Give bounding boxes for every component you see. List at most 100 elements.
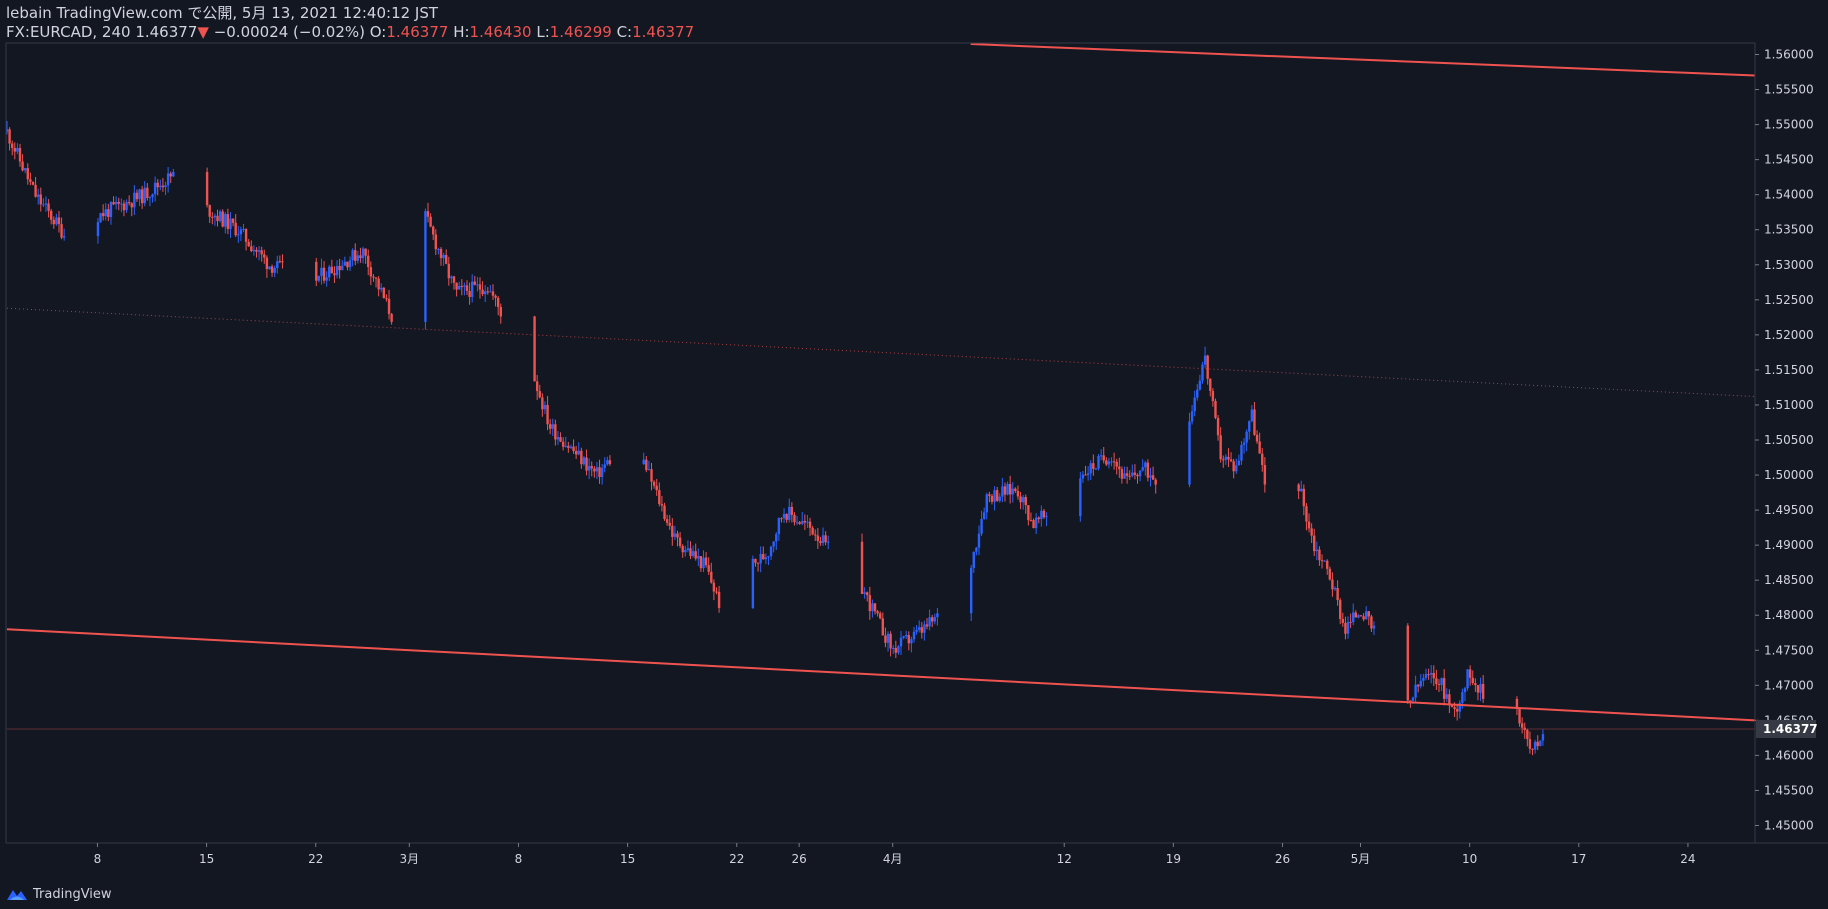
candle-down bbox=[1232, 461, 1235, 472]
candle-up bbox=[1141, 467, 1144, 471]
candle-down bbox=[780, 518, 783, 520]
candle-down bbox=[866, 592, 869, 596]
x-tick-label: 8 bbox=[515, 852, 523, 866]
candle-down bbox=[1450, 704, 1454, 708]
candle-up bbox=[1300, 488, 1303, 492]
candle-up bbox=[595, 467, 599, 472]
candle-down bbox=[548, 424, 552, 429]
candle-up bbox=[928, 617, 931, 627]
low-value: 1.46299 bbox=[549, 23, 612, 41]
candle-up bbox=[1533, 741, 1537, 750]
candle-up bbox=[910, 639, 913, 644]
candle-up bbox=[1357, 615, 1360, 618]
candle-up bbox=[96, 222, 100, 237]
candle-up bbox=[697, 556, 700, 559]
candle-up bbox=[1021, 497, 1025, 503]
candle-down bbox=[270, 266, 274, 273]
candle-down bbox=[860, 541, 864, 594]
last-price-value: 1.46377 bbox=[135, 23, 198, 41]
candle-down bbox=[468, 290, 471, 297]
high-label: H: bbox=[453, 23, 470, 41]
candle-down bbox=[608, 460, 612, 465]
candle-down bbox=[1341, 618, 1345, 623]
candle-up bbox=[1352, 612, 1355, 623]
y-tick-label: 1.54000 bbox=[1764, 188, 1814, 202]
x-tick-label: 26 bbox=[791, 852, 806, 866]
candle-down bbox=[1222, 459, 1225, 461]
candle-down bbox=[1526, 729, 1529, 740]
candle-down bbox=[21, 161, 24, 171]
candle-down bbox=[824, 535, 827, 543]
candle-down bbox=[250, 246, 253, 252]
candle-down bbox=[1518, 707, 1521, 724]
candle-up bbox=[564, 445, 567, 447]
candle-down bbox=[756, 562, 760, 564]
candle-up bbox=[902, 636, 905, 638]
candle-up bbox=[587, 466, 591, 471]
candle-down bbox=[819, 540, 822, 544]
candle-down bbox=[1042, 510, 1046, 518]
candle-down bbox=[372, 276, 375, 278]
candle-down bbox=[244, 229, 248, 242]
middle-channel-trendline bbox=[6, 307, 1756, 398]
candle-up bbox=[702, 557, 705, 569]
candle-down bbox=[1253, 409, 1256, 435]
candle-down bbox=[889, 633, 892, 649]
candle-down bbox=[879, 613, 882, 619]
candle-up bbox=[801, 521, 804, 524]
tradingview-branding[interactable]: TradingView bbox=[6, 885, 112, 903]
candle-up bbox=[982, 512, 986, 519]
candle-up bbox=[1240, 444, 1243, 461]
candle-down bbox=[715, 591, 718, 593]
candle-up bbox=[239, 229, 243, 235]
low-label: L: bbox=[536, 23, 550, 41]
candle-up bbox=[777, 518, 781, 535]
candle-up bbox=[317, 275, 321, 281]
candle-down bbox=[665, 519, 669, 523]
candle-down bbox=[146, 187, 149, 198]
candle-down bbox=[346, 261, 349, 268]
candle-down bbox=[26, 168, 29, 180]
candle-down bbox=[122, 203, 126, 211]
candle-down bbox=[322, 267, 326, 281]
candle-up bbox=[905, 635, 908, 637]
candle-up bbox=[1034, 517, 1038, 529]
candle-down bbox=[1029, 520, 1033, 522]
candle-down bbox=[478, 284, 482, 290]
last-price-label: 1.46377 bbox=[1763, 722, 1818, 736]
candle-up bbox=[172, 172, 175, 177]
candle-down bbox=[265, 257, 269, 270]
candle-down bbox=[1318, 549, 1321, 561]
symbol-label[interactable]: FX:EURCAD, 240 bbox=[6, 23, 131, 41]
candle-down bbox=[1310, 528, 1313, 536]
candle-down bbox=[60, 224, 63, 238]
candle-up bbox=[489, 291, 492, 293]
candle-up bbox=[348, 260, 352, 268]
x-tick-label: 10 bbox=[1462, 852, 1477, 866]
candle-up bbox=[886, 633, 890, 643]
candle-up bbox=[759, 553, 762, 564]
candle-up bbox=[151, 194, 154, 198]
candle-up bbox=[458, 285, 461, 290]
candle-up bbox=[1365, 611, 1368, 620]
candle-up bbox=[273, 268, 276, 273]
candle-down bbox=[1136, 474, 1139, 477]
candle-up bbox=[351, 250, 354, 261]
change-value: −0.00024 (−0.02%) bbox=[213, 23, 365, 41]
candle-up bbox=[1045, 516, 1048, 518]
candle-up bbox=[143, 187, 146, 204]
candle-up bbox=[62, 236, 66, 238]
candle-up bbox=[1094, 468, 1098, 470]
candle-down bbox=[689, 548, 692, 556]
y-tick-label: 1.53500 bbox=[1764, 223, 1814, 237]
candle-up bbox=[1245, 431, 1248, 443]
candle-down bbox=[1409, 700, 1412, 702]
candle-down bbox=[135, 192, 139, 200]
candle-up bbox=[606, 460, 609, 465]
candle-down bbox=[263, 254, 266, 258]
candle-up bbox=[918, 627, 921, 630]
candle-down bbox=[1214, 400, 1217, 418]
candle-down bbox=[814, 534, 817, 536]
candle-up bbox=[1346, 621, 1350, 634]
